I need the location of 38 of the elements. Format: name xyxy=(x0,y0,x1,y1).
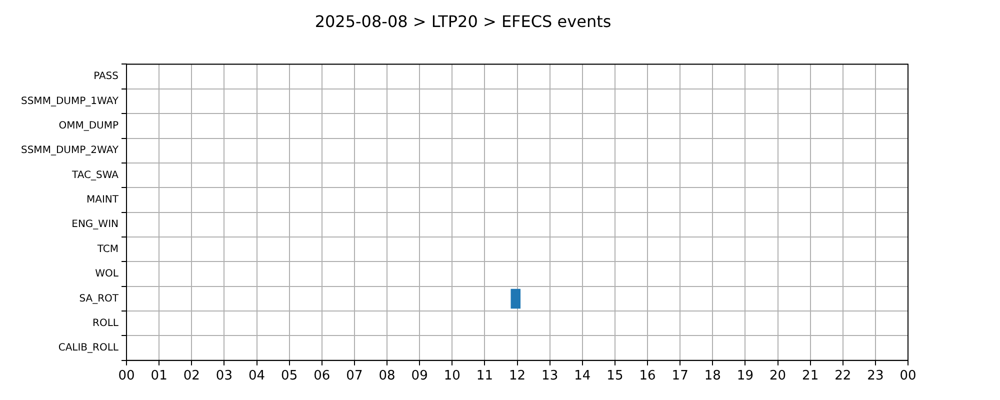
x-tick-label: 12 xyxy=(508,368,526,384)
x-tick-label: 08 xyxy=(378,368,396,384)
x-tick-label: 17 xyxy=(672,368,688,384)
x-tick-label: 00 xyxy=(900,368,916,384)
x-tick-label: 05 xyxy=(281,368,298,384)
y-tick-label: CALIB_ROLL xyxy=(58,342,119,354)
x-tick-label: 19 xyxy=(736,368,754,384)
x-tick-label: 03 xyxy=(216,368,232,384)
y-tick-label: SSMM_DUMP_1WAY xyxy=(20,96,120,107)
x-tick-label: 22 xyxy=(834,368,852,384)
x-tick-label: 20 xyxy=(769,368,786,384)
x-tick-label: 16 xyxy=(639,368,656,384)
y-tick-label: WOL xyxy=(95,268,119,280)
x-tick-label: 15 xyxy=(606,368,624,384)
x-tick-label: 06 xyxy=(314,368,330,384)
x-tick-label: 09 xyxy=(411,368,428,384)
x-tick-label: 13 xyxy=(542,368,558,384)
y-tick-label: OMM_DUMP xyxy=(58,120,119,132)
x-tick-label: 18 xyxy=(704,368,721,384)
x-tick-label: 21 xyxy=(802,368,819,384)
x-tick-label: 10 xyxy=(444,368,460,384)
y-tick-label: ROLL xyxy=(92,318,119,329)
chart-title: 2025-08-08 > LTP20 > EFECS events xyxy=(314,12,612,31)
x-tick-label: 14 xyxy=(574,368,591,384)
x-tick-label: 07 xyxy=(346,368,363,384)
x-tick-label: 04 xyxy=(248,368,266,384)
y-tick-label: PASS xyxy=(94,71,119,82)
y-tick-label: TAC_SWA xyxy=(70,170,119,181)
y-tick-label: MAINT xyxy=(86,194,120,206)
x-tick-label: 02 xyxy=(183,368,200,384)
y-tick-label: SA_ROT xyxy=(79,293,120,304)
x-tick-label: 11 xyxy=(476,368,493,384)
y-tick-label: TCM xyxy=(96,244,119,255)
y-tick-label: ENG_WIN xyxy=(72,219,119,230)
x-tick-label: 00 xyxy=(118,368,135,384)
x-tick-label: 23 xyxy=(867,368,884,384)
x-tick-label: 01 xyxy=(150,368,168,384)
y-tick-label: SSMM_DUMP_2WAY xyxy=(20,145,120,156)
